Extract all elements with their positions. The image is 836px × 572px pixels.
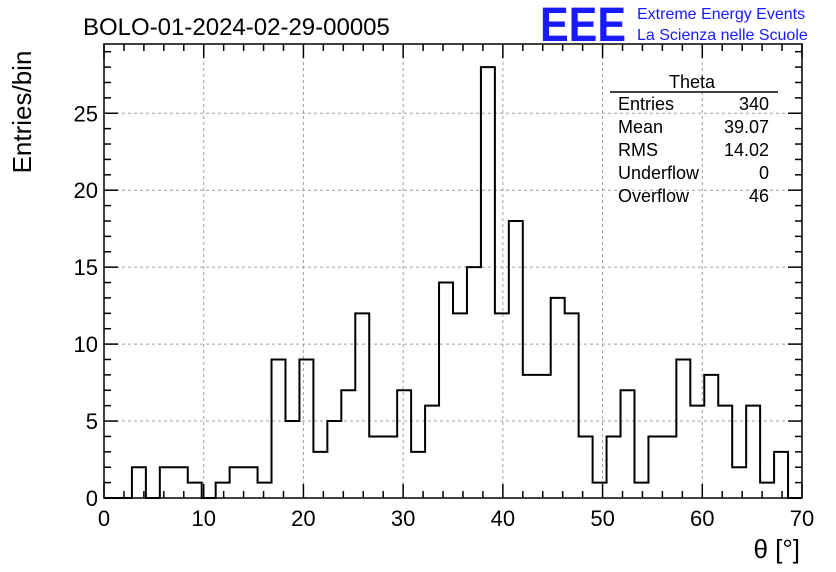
logo-line-1: Extreme Energy Events <box>637 6 805 23</box>
stats-value-mean: 39.07 <box>724 117 769 137</box>
y-tick-label: 10 <box>74 332 98 357</box>
histogram-line <box>104 66 802 499</box>
x-tick-label: 60 <box>690 506 714 531</box>
x-tick-label: 30 <box>391 506 415 531</box>
stats-value-underflow: 0 <box>759 163 769 183</box>
y-tick-label: 0 <box>86 486 98 511</box>
stats-label-underflow: Underflow <box>618 163 700 183</box>
stats-value-overflow: 46 <box>749 186 769 206</box>
eee-logo-mark: EEE <box>540 0 626 52</box>
x-tick-label: 70 <box>790 506 814 531</box>
stats-label-entries: Entries <box>618 94 674 114</box>
stats-value-rms: 14.02 <box>724 140 769 160</box>
axis-ticks <box>103 44 803 499</box>
plot-frame <box>103 43 803 499</box>
stats-value-entries: 340 <box>739 94 769 114</box>
stats-label-overflow: Overflow <box>618 186 690 206</box>
x-axis-label: θ [°] <box>753 534 800 564</box>
y-tick-label: 15 <box>74 255 98 280</box>
chart-title: BOLO-01-2024-02-29-00005 <box>83 14 390 41</box>
y-tick-label: 5 <box>86 409 98 434</box>
x-tick-label: 0 <box>98 506 110 531</box>
grid-lines <box>104 44 802 498</box>
x-tick-label: 40 <box>491 506 515 531</box>
y-tick-label: 20 <box>74 178 98 203</box>
stats-label-mean: Mean <box>618 117 663 137</box>
stats-label-rms: RMS <box>618 140 658 160</box>
eee-logo: EEE Extreme Energy Events La Scienza nel… <box>540 0 808 52</box>
x-tick-label: 50 <box>590 506 614 531</box>
stats-header: Theta <box>669 72 716 92</box>
logo-line-2: La Scienza nelle Scuole <box>637 27 808 44</box>
x-tick-label: 20 <box>291 506 315 531</box>
x-tick-label: 10 <box>191 506 215 531</box>
stats-box: Theta Entries 340 Mean 39.07 RMS 14.02 U… <box>610 72 778 206</box>
tick-labels: 0 10 20 30 40 50 60 70 0 5 10 15 20 25 <box>74 101 815 531</box>
y-axis-label: Entries/bin <box>7 51 37 174</box>
y-tick-label: 25 <box>74 101 98 126</box>
